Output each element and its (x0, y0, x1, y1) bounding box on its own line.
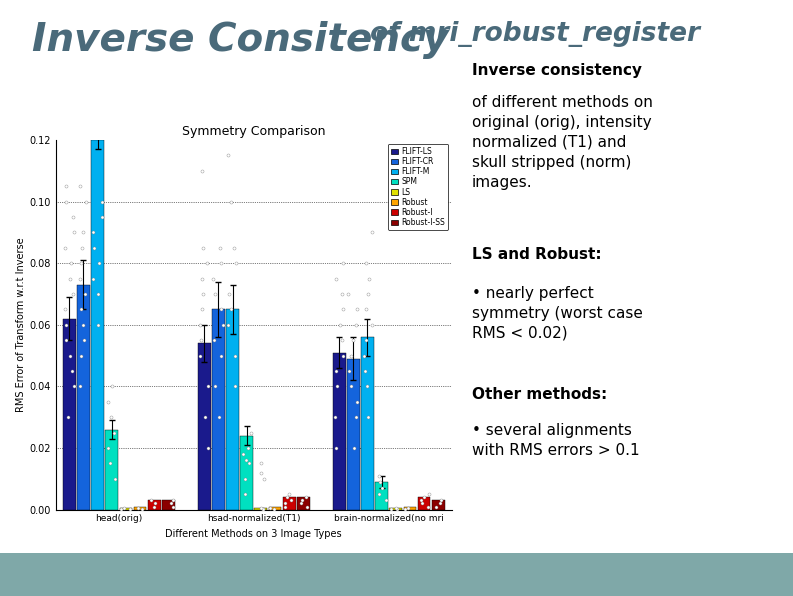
Y-axis label: RMS Error of Transform w.r.t Inverse: RMS Error of Transform w.r.t Inverse (17, 238, 26, 412)
Title: Symmetry Comparison: Symmetry Comparison (182, 125, 325, 138)
Bar (255, 508, 267, 510)
Text: Inverse consistency: Inverse consistency (472, 63, 642, 77)
Bar (226, 309, 239, 510)
Text: • several alignments
with RMS errors > 0.1: • several alignments with RMS errors > 0… (472, 423, 639, 458)
Bar (432, 501, 445, 510)
Bar (297, 497, 310, 510)
Bar (77, 285, 90, 510)
Text: • nearly perfect
symmetry (worst case
RMS < 0.02): • nearly perfect symmetry (worst case RM… (472, 286, 642, 341)
Bar (269, 507, 282, 510)
Bar (361, 337, 374, 510)
Bar (404, 507, 416, 510)
X-axis label: Different Methods on 3 Image Types: Different Methods on 3 Image Types (166, 529, 342, 539)
Bar (63, 319, 75, 510)
Bar (347, 359, 360, 510)
Bar (283, 497, 296, 510)
Bar (240, 436, 253, 510)
Bar (212, 309, 224, 510)
Bar (120, 508, 132, 510)
Bar (105, 430, 118, 510)
Text: of different methods on
original (orig), intensity
normalized (T1) and
skull str: of different methods on original (orig),… (472, 95, 653, 190)
Bar (389, 508, 402, 510)
Text: of mri_robust_register: of mri_robust_register (361, 21, 699, 47)
Bar (333, 353, 346, 510)
Bar (418, 497, 431, 510)
Legend: FLIFT-LS, FLIFT-CR, FLIFT-M, SPM, LS, Robust, Robust-I, Robust-I-SS: FLIFT-LS, FLIFT-CR, FLIFT-M, SPM, LS, Ro… (388, 144, 448, 230)
Text: LS and Robust:: LS and Robust: (472, 247, 601, 262)
Text: Other methods:: Other methods: (472, 387, 607, 402)
Bar (134, 507, 147, 510)
Bar (147, 501, 161, 510)
Bar (375, 482, 388, 510)
Bar (197, 343, 211, 510)
Bar (162, 501, 174, 510)
Text: Inverse Consitency: Inverse Consitency (32, 21, 448, 59)
Bar (91, 140, 104, 510)
